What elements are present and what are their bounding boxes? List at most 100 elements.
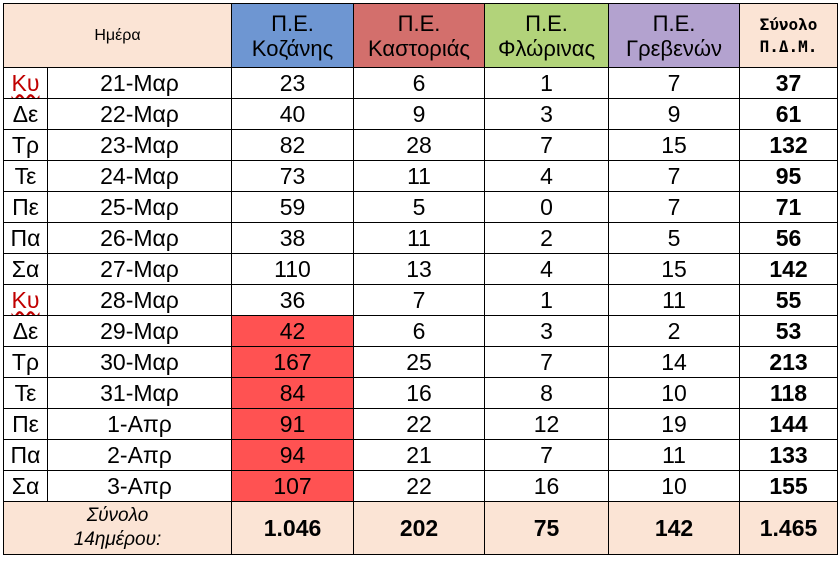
day-of-week: Πε: [3, 408, 48, 440]
day-of-week: Πα: [3, 222, 48, 254]
total-cell: 213: [739, 346, 839, 378]
table-row: Σα 3-Απρ 107 22 16 10 155: [3, 470, 839, 502]
header-kastoria-line2: Καστοριάς: [367, 35, 471, 61]
footer-grevena-total: 142: [608, 501, 741, 555]
table-row: Κυ 28-Μαρ 36 7 1 11 55: [3, 284, 839, 316]
date-cell: 2-Απρ: [46, 439, 233, 471]
kastoria-cell: 22: [353, 408, 486, 440]
florina-cell: 4: [484, 253, 610, 285]
table-row: Τε 24-Μαρ 73 11 4 7 95: [3, 160, 839, 192]
day-of-week: Πα: [3, 439, 48, 471]
total-cell: 71: [739, 191, 839, 223]
kastoria-cell: 6: [353, 315, 486, 347]
table-row: Πε 1-Απρ 91 22 12 19 144: [3, 408, 839, 440]
day-of-week: Δε: [3, 98, 48, 130]
kastoria-cell: 5: [353, 191, 486, 223]
header-florina: Π.Ε. Φλώρινας: [484, 3, 610, 68]
day-of-week: Κυ: [3, 284, 48, 316]
date-cell: 27-Μαρ: [46, 253, 233, 285]
header-day: Ημέρα: [2, 3, 233, 68]
footer-label-line2: 14ημέρου:: [73, 529, 162, 550]
grevena-cell: 7: [608, 67, 741, 99]
table-row: Τε 31-Μαρ 84 16 8 10 118: [3, 377, 839, 409]
kozani-cell: 91: [231, 408, 355, 440]
kozani-cell: 167: [231, 346, 355, 378]
day-of-week: Τρ: [3, 129, 48, 161]
kozani-cell: 82: [231, 129, 355, 161]
florina-cell: 12: [484, 408, 610, 440]
florina-cell: 3: [484, 98, 610, 130]
header-grevena: Π.Ε. Γρεβενών: [608, 3, 741, 68]
kastoria-cell: 11: [353, 160, 486, 192]
kastoria-cell: 22: [353, 470, 486, 502]
florina-cell: 2: [484, 222, 610, 254]
cases-table: Ημέρα Π.Ε. Κοζάνης Π.Ε. Καστοριάς Π.Ε. Φλώρ…: [2, 3, 839, 555]
header-kozani: Π.Ε. Κοζάνης: [231, 3, 355, 68]
grevena-cell: 7: [608, 191, 741, 223]
date-cell: 26-Μαρ: [46, 222, 233, 254]
table-row: Τρ 30-Μαρ 167 25 7 14 213: [3, 346, 839, 378]
total-cell: 56: [739, 222, 839, 254]
table-row: Πα 2-Απρ 94 21 7 11 133: [3, 439, 839, 471]
day-of-week-label: Κυ: [11, 69, 40, 96]
table-row: Πα 26-Μαρ 38 11 2 5 56: [3, 222, 839, 254]
footer-label: Σύνολο 14ημέρου:: [2, 501, 233, 555]
footer-kastoria-total: 202: [353, 501, 486, 555]
header-grevena-line1: Π.Ε.: [652, 10, 696, 36]
day-of-week: Πε: [3, 191, 48, 223]
total-cell: 118: [739, 377, 839, 409]
date-cell: 25-Μαρ: [46, 191, 233, 223]
florina-cell: 16: [484, 470, 610, 502]
florina-cell: 1: [484, 284, 610, 316]
day-of-week: Κυ: [3, 67, 48, 99]
day-of-week: Τε: [3, 160, 48, 192]
grevena-cell: 10: [608, 377, 741, 409]
grevena-cell: 7: [608, 160, 741, 192]
footer-row: Σύνολο 14ημέρου: 1.046 202 75 142 1.465: [2, 501, 839, 555]
day-of-week: Τε: [3, 377, 48, 409]
total-cell: 61: [739, 98, 839, 130]
header-kastoria: Π.Ε. Καστοριάς: [353, 3, 486, 68]
day-of-week-label: Κυ: [11, 286, 40, 313]
table-row: Δε 29-Μαρ 42 6 3 2 53: [3, 315, 839, 347]
header-total-line2: Π.Δ.Μ.: [759, 36, 818, 56]
day-of-week: Σα: [3, 470, 48, 502]
footer-grand-total: 1.465: [739, 501, 839, 555]
total-cell: 144: [739, 408, 839, 440]
total-cell: 133: [739, 439, 839, 471]
header-kozani-line1: Π.Ε.: [271, 10, 314, 36]
grevena-cell: 10: [608, 470, 741, 502]
day-of-week: Δε: [3, 315, 48, 347]
kozani-cell: 23: [231, 67, 355, 99]
total-cell: 155: [739, 470, 839, 502]
date-cell: 23-Μαρ: [46, 129, 233, 161]
kastoria-cell: 6: [353, 67, 486, 99]
total-cell: 53: [739, 315, 839, 347]
header-florina-line1: Π.Ε.: [525, 10, 568, 36]
total-cell: 95: [739, 160, 839, 192]
kastoria-cell: 11: [353, 222, 486, 254]
florina-cell: 4: [484, 160, 610, 192]
table-row: Δε 22-Μαρ 40 9 3 9 61: [3, 98, 839, 130]
day-of-week: Τρ: [3, 346, 48, 378]
grevena-cell: 2: [608, 315, 741, 347]
header-kozani-line2: Κοζάνης: [251, 35, 334, 61]
florina-cell: 0: [484, 191, 610, 223]
header-kastoria-line1: Π.Ε.: [397, 10, 441, 36]
total-cell: 132: [739, 129, 839, 161]
kozani-cell: 110: [231, 253, 355, 285]
grevena-cell: 9: [608, 98, 741, 130]
kastoria-cell: 28: [353, 129, 486, 161]
total-cell: 37: [739, 67, 839, 99]
date-cell: 24-Μαρ: [46, 160, 233, 192]
table-row: Τρ 23-Μαρ 82 28 7 15 132: [3, 129, 839, 161]
grevena-cell: 5: [608, 222, 741, 254]
header-total: Σύνολο Π.Δ.Μ.: [739, 3, 839, 68]
date-cell: 28-Μαρ: [46, 284, 233, 316]
kastoria-cell: 25: [353, 346, 486, 378]
florina-cell: 7: [484, 439, 610, 471]
date-cell: 30-Μαρ: [46, 346, 233, 378]
day-of-week: Σα: [3, 253, 48, 285]
grevena-cell: 11: [608, 439, 741, 471]
header-florina-line2: Φλώρινας: [497, 35, 596, 61]
